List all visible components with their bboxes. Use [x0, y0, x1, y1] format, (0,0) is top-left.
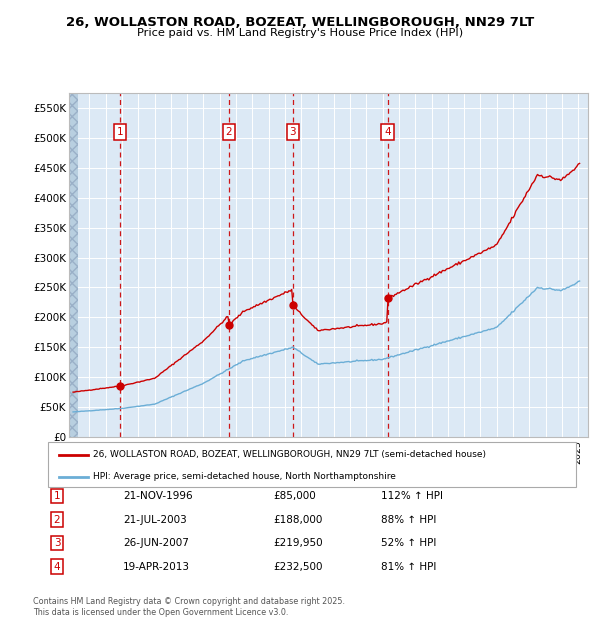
- Text: HPI: Average price, semi-detached house, North Northamptonshire: HPI: Average price, semi-detached house,…: [93, 472, 396, 481]
- Bar: [69, 93, 78, 437]
- Text: 21-JUL-2003: 21-JUL-2003: [123, 515, 187, 525]
- Text: 2: 2: [53, 515, 61, 525]
- Text: 112% ↑ HPI: 112% ↑ HPI: [381, 491, 443, 501]
- Text: £232,500: £232,500: [273, 562, 323, 572]
- Text: 2: 2: [226, 127, 232, 137]
- Text: Contains HM Land Registry data © Crown copyright and database right 2025.
This d: Contains HM Land Registry data © Crown c…: [33, 598, 345, 617]
- Text: £188,000: £188,000: [273, 515, 322, 525]
- Text: 81% ↑ HPI: 81% ↑ HPI: [381, 562, 436, 572]
- Text: £219,950: £219,950: [273, 538, 323, 548]
- Text: 26-JUN-2007: 26-JUN-2007: [123, 538, 189, 548]
- Text: 4: 4: [384, 127, 391, 137]
- Text: 1: 1: [53, 491, 61, 501]
- Text: 3: 3: [290, 127, 296, 137]
- Text: 1: 1: [117, 127, 124, 137]
- FancyBboxPatch shape: [48, 442, 576, 487]
- Text: 88% ↑ HPI: 88% ↑ HPI: [381, 515, 436, 525]
- Text: 52% ↑ HPI: 52% ↑ HPI: [381, 538, 436, 548]
- Text: Price paid vs. HM Land Registry's House Price Index (HPI): Price paid vs. HM Land Registry's House …: [137, 28, 463, 38]
- Text: 21-NOV-1996: 21-NOV-1996: [123, 491, 193, 501]
- Text: 19-APR-2013: 19-APR-2013: [123, 562, 190, 572]
- Text: 26, WOLLASTON ROAD, BOZEAT, WELLINGBOROUGH, NN29 7LT (semi-detached house): 26, WOLLASTON ROAD, BOZEAT, WELLINGBOROU…: [93, 450, 486, 459]
- Text: 4: 4: [53, 562, 61, 572]
- Text: 26, WOLLASTON ROAD, BOZEAT, WELLINGBOROUGH, NN29 7LT: 26, WOLLASTON ROAD, BOZEAT, WELLINGBOROU…: [66, 16, 534, 29]
- Text: £85,000: £85,000: [273, 491, 316, 501]
- Text: 3: 3: [53, 538, 61, 548]
